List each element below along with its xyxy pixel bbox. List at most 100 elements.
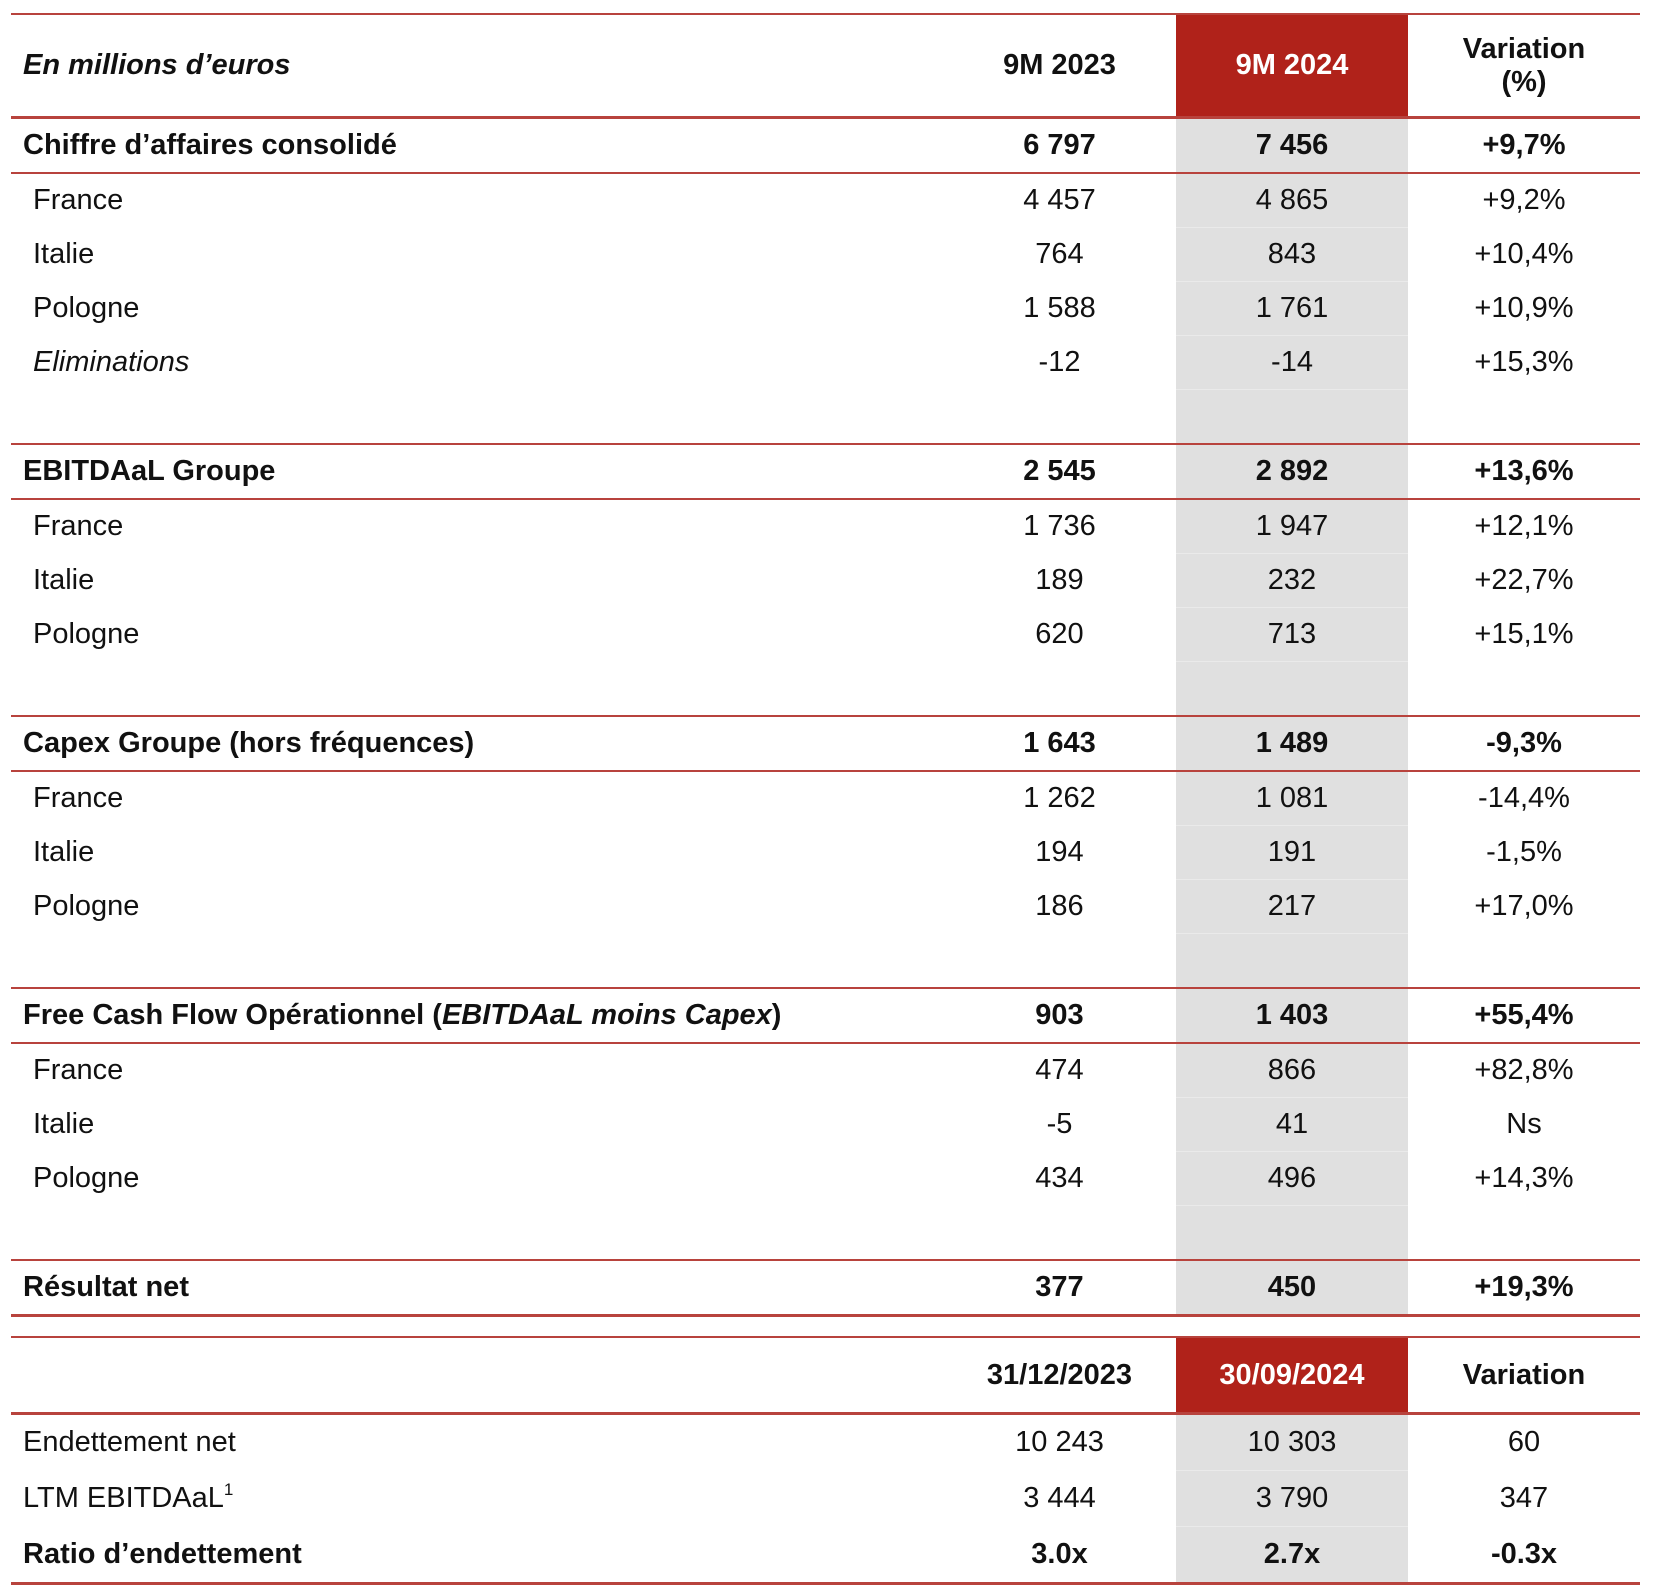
debt-table: 31/12/2023 30/09/2024 Variation Endettem… — [11, 1336, 1640, 1585]
table-row: LTM EBITDAaL1 3 444 3 790 347 — [11, 1470, 1640, 1527]
spacer-row — [11, 389, 1640, 445]
row-label-text: Résultat net — [23, 1271, 189, 1303]
value-variation: +10,9% — [1474, 292, 1574, 324]
col-30-09-2024: 30/09/2024 — [1176, 1336, 1408, 1415]
value-variation: +55,4% — [1408, 987, 1640, 1044]
row-label-text: Italie — [33, 238, 95, 270]
value-variation: Ns — [1506, 1108, 1542, 1140]
col-variation-line1: Variation — [1462, 32, 1586, 65]
row-label: Pologne — [11, 1152, 943, 1206]
value-9m-2023: -12 — [1038, 346, 1081, 378]
row-label-text: Italie — [33, 836, 95, 868]
col-variation: Variation — [1408, 1336, 1640, 1415]
value-9m-2024: 191 — [1176, 825, 1408, 880]
row-label: Eliminations — [11, 336, 943, 390]
spacer-row — [11, 1205, 1640, 1261]
value-9m-2024: 41 — [1176, 1097, 1408, 1152]
row-label: France — [11, 771, 943, 826]
spacer-cell — [1408, 1206, 1640, 1261]
table-row: Pologne 186 217 +17,0% — [11, 879, 1640, 934]
row-label-text: Italie — [33, 564, 95, 596]
spacer-cell — [943, 934, 1176, 989]
spacer-cell — [11, 390, 943, 445]
value-9m-2024: 1 081 — [1176, 771, 1408, 826]
row-label: France — [11, 173, 943, 228]
row-label: Pologne — [11, 608, 943, 662]
spacer-cell — [11, 934, 943, 989]
spacer-cell — [1408, 662, 1640, 717]
value-variation: -0.3x — [1408, 1526, 1640, 1585]
row-label-text: Pologne — [33, 1162, 140, 1194]
value-variation: -1,5% — [1486, 836, 1562, 868]
row-label-text: LTM EBITDAaL — [23, 1482, 224, 1514]
row-label: France — [11, 1043, 943, 1098]
row-label-text: France — [33, 1054, 124, 1087]
value-9m-2023: 2 545 — [943, 443, 1176, 500]
col-31-12-2023: 31/12/2023 — [943, 1336, 1176, 1415]
value-30-09-2024: 3 790 — [1176, 1470, 1408, 1527]
table-row: France 1 262 1 081 -14,4% — [11, 771, 1640, 826]
table-row: Pologne 1 588 1 761 +10,9% — [11, 281, 1640, 336]
row-label: Italie — [11, 826, 943, 880]
col-9m-2024: 9M 2024 — [1176, 13, 1408, 119]
row-label: Italie — [11, 1098, 943, 1152]
value-9m-2024: 866 — [1176, 1043, 1408, 1098]
value-9m-2024: 1 947 — [1176, 499, 1408, 554]
value-9m-2023: 377 — [943, 1259, 1176, 1317]
spacer-row — [11, 661, 1640, 717]
row-label: Endettement net — [11, 1414, 943, 1471]
value-variation: +9,7% — [1408, 116, 1640, 174]
value-variation: +19,3% — [1408, 1259, 1640, 1317]
table-row: Italie 764 843 +10,4% — [11, 227, 1640, 282]
row-label-text: Capex Groupe (hors fréquences) — [23, 727, 475, 759]
row-label-text: Eliminations — [33, 346, 190, 378]
value-9m-2023: 1 262 — [1023, 782, 1096, 815]
value-9m-2024: 713 — [1176, 607, 1408, 662]
value-9m-2023: 1 736 — [1023, 510, 1096, 543]
value-variation: 60 — [1507, 1426, 1541, 1459]
table-row: France 1 736 1 947 +12,1% — [11, 499, 1640, 554]
spacer-cell — [943, 390, 1176, 445]
spacer-cell — [1176, 933, 1408, 989]
blank-header — [11, 1336, 943, 1415]
value-variation: 347 — [1499, 1482, 1549, 1514]
row-label-text: EBITDAaL Groupe — [23, 455, 276, 487]
table-row: France 4 457 4 865 +9,2% — [11, 173, 1640, 228]
row-label: Résultat net — [11, 1259, 943, 1317]
row-label-text: Chiffre d’affaires consolidé — [23, 129, 397, 161]
value-9m-2024: 232 — [1176, 553, 1408, 608]
value-9m-2023: 620 — [1035, 618, 1084, 650]
value-9m-2024: 217 — [1176, 879, 1408, 934]
section-row: EBITDAaL Groupe 2 545 2 892 +13,6% — [11, 443, 1640, 500]
row-label-text: Pologne — [33, 890, 140, 922]
value-variation: +15,3% — [1474, 346, 1574, 378]
row-label: Italie — [11, 554, 943, 608]
table-row: Italie 189 232 +22,7% — [11, 553, 1640, 608]
row-label-text: Free Cash Flow Opérationnel ( — [23, 999, 442, 1031]
row-label-text: France — [33, 184, 124, 217]
spacer-cell — [11, 662, 943, 717]
value-9m-2024: 843 — [1176, 227, 1408, 282]
row-label: Pologne — [11, 880, 943, 934]
table-row: Eliminations -12 -14 +15,3% — [11, 335, 1640, 390]
value-9m-2023: 474 — [1035, 1054, 1084, 1087]
table-row: Italie -5 41 Ns — [11, 1097, 1640, 1152]
row-label-text: France — [33, 782, 124, 815]
row-label-text: France — [33, 510, 124, 543]
value-variation: +82,8% — [1474, 1054, 1574, 1087]
col-9m-2023: 9M 2023 — [943, 13, 1176, 119]
value-9m-2024: 1 403 — [1176, 987, 1408, 1044]
row-label: Free Cash Flow Opérationnel (EBITDAaL mo… — [11, 987, 943, 1044]
value-9m-2023: -5 — [1046, 1108, 1073, 1140]
value-9m-2023: 186 — [1035, 890, 1084, 922]
value-9m-2023: 4 457 — [1023, 184, 1096, 217]
value-9m-2023: 764 — [1035, 238, 1084, 270]
value-31-12-2023: 10 243 — [1015, 1426, 1104, 1459]
table-row: Ratio d’endettement 3.0x 2.7x -0.3x — [11, 1526, 1640, 1585]
section-row: Capex Groupe (hors fréquences) 1 643 1 489… — [11, 715, 1640, 772]
table-row: Italie 194 191 -1,5% — [11, 825, 1640, 880]
row-label-text: Ratio d’endettement — [23, 1537, 302, 1570]
row-label-text: Pologne — [33, 618, 140, 650]
spacer-cell — [1176, 661, 1408, 717]
row-label-emphasis: EBITDAaL moins Capex — [441, 999, 772, 1031]
